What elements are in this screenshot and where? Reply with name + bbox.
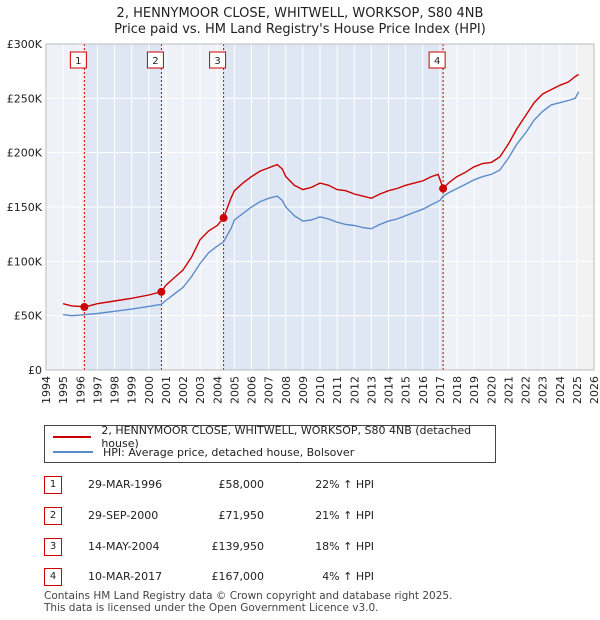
y-tick-label: £250K xyxy=(7,92,43,105)
x-tick-label: 2005 xyxy=(228,376,241,404)
y-tick-label: £300K xyxy=(7,38,43,51)
x-tick-label: 2019 xyxy=(468,376,481,404)
x-tick-label: 2021 xyxy=(502,376,515,404)
transaction-date: 29-MAR-1996 xyxy=(88,478,163,491)
legend-swatch-red xyxy=(53,436,92,438)
legend-item-property: 2, HENNYMOOR CLOSE, WHITWELL, WORKSOP, S… xyxy=(53,424,495,450)
y-tick-label: £150K xyxy=(7,201,43,214)
legend-label-property: 2, HENNYMOOR CLOSE, WHITWELL, WORKSOP, S… xyxy=(101,424,472,450)
x-tick-label: 2017 xyxy=(434,376,447,404)
sale-point xyxy=(439,184,448,193)
x-tick-label: 2006 xyxy=(246,376,259,404)
series-line xyxy=(63,91,580,317)
transaction-price: £71,950 xyxy=(218,509,265,522)
x-tick-label: 2020 xyxy=(485,376,498,404)
x-tick-label: 2018 xyxy=(451,376,464,404)
x-tick-label: 2024 xyxy=(554,376,567,404)
chart-subtitle: Price paid vs. HM Land Registry's House … xyxy=(114,22,486,37)
y-tick-label: £0 xyxy=(28,364,42,377)
sale-label-box xyxy=(428,51,446,69)
transaction-date: 10-MAR-2017 xyxy=(88,570,163,583)
sale-point xyxy=(219,213,228,222)
footer-license: This data is licensed under the Open Gov… xyxy=(44,602,379,614)
transaction-number: 2 xyxy=(44,507,62,525)
x-tick-label: 2025 xyxy=(571,376,584,404)
x-tick-label: 1995 xyxy=(57,376,70,404)
x-tick-label: 2002 xyxy=(177,376,190,404)
transaction-date: 29-SEP-2000 xyxy=(88,509,159,522)
x-tick-label: 2000 xyxy=(143,376,156,404)
x-tick-label: 2023 xyxy=(537,376,550,404)
legend-label-hpi: HPI: Average price, detached house, Bols… xyxy=(103,445,355,459)
x-tick-label: 2008 xyxy=(280,376,293,404)
transaction-number: 1 xyxy=(44,476,62,494)
transaction-price: £58,000 xyxy=(218,478,265,491)
sale-label: 2 xyxy=(152,56,158,67)
sale-label: 4 xyxy=(434,56,440,67)
x-tick-label: 1998 xyxy=(109,376,122,404)
legend-item-hpi: HPI: Average price, detached house, Bols… xyxy=(53,445,354,459)
legend-swatch-blue xyxy=(53,451,93,453)
sale-point xyxy=(80,302,89,311)
x-tick-label: 2014 xyxy=(383,376,396,404)
transaction-hpi: 21% ↑ HPI xyxy=(315,509,374,522)
transaction-number: 4 xyxy=(44,568,62,586)
transaction-hpi: 22% ↑ HPI xyxy=(315,478,374,491)
sale-label: 1 xyxy=(75,56,81,67)
sale-label: 3 xyxy=(214,56,220,67)
x-tick-label: 2007 xyxy=(263,376,276,404)
x-tick-label: 1999 xyxy=(126,376,139,404)
series-line xyxy=(62,73,579,308)
transaction-date: 14-MAY-2004 xyxy=(88,540,160,553)
x-tick-label: 2004 xyxy=(211,376,224,404)
legend: 2, HENNYMOOR CLOSE, WHITWELL, WORKSOP, S… xyxy=(44,424,496,463)
y-tick-label: £50K xyxy=(14,310,43,323)
sale-label-box xyxy=(209,51,227,69)
x-tick-label: 2022 xyxy=(520,376,533,404)
plot-border xyxy=(45,43,595,371)
x-tick-label: 1997 xyxy=(91,376,104,404)
y-tick-label: £100K xyxy=(7,255,43,268)
x-tick-label: 1994 xyxy=(40,376,53,404)
x-tick-label: 1996 xyxy=(74,376,87,404)
price-chart: £0 £50K £100K £150K £200K £250K £300K 1994 1995 1… xyxy=(7,38,600,404)
transaction-number: 3 xyxy=(44,538,62,556)
sale-label-box xyxy=(146,51,164,69)
x-tick-label: 2011 xyxy=(331,376,344,404)
x-tick-label: 2013 xyxy=(365,376,378,404)
sale-label-box xyxy=(69,51,87,69)
x-tick-label: 2026 xyxy=(588,376,600,404)
footer-copyright: Contains HM Land Registry data © Crown c… xyxy=(44,590,453,602)
x-tick-label: 2012 xyxy=(348,376,361,404)
transaction-hpi: 18% ↑ HPI xyxy=(315,540,374,553)
x-tick-label: 2001 xyxy=(160,376,173,404)
chart-title: 2, HENNYMOOR CLOSE, WHITWELL, WORKSOP, S… xyxy=(116,6,484,21)
transaction-price: £167,000 xyxy=(211,570,265,583)
x-tick-label: 2009 xyxy=(297,376,310,404)
transaction-price: £139,950 xyxy=(211,540,265,553)
y-tick-label: £200K xyxy=(7,147,43,160)
x-tick-label: 2003 xyxy=(194,376,207,404)
x-tick-label: 2010 xyxy=(314,376,327,404)
x-tick-label: 2016 xyxy=(417,376,430,404)
x-tick-label: 2015 xyxy=(400,376,413,404)
transaction-hpi: 4% ↑ HPI xyxy=(322,570,374,583)
sale-point xyxy=(157,287,166,296)
